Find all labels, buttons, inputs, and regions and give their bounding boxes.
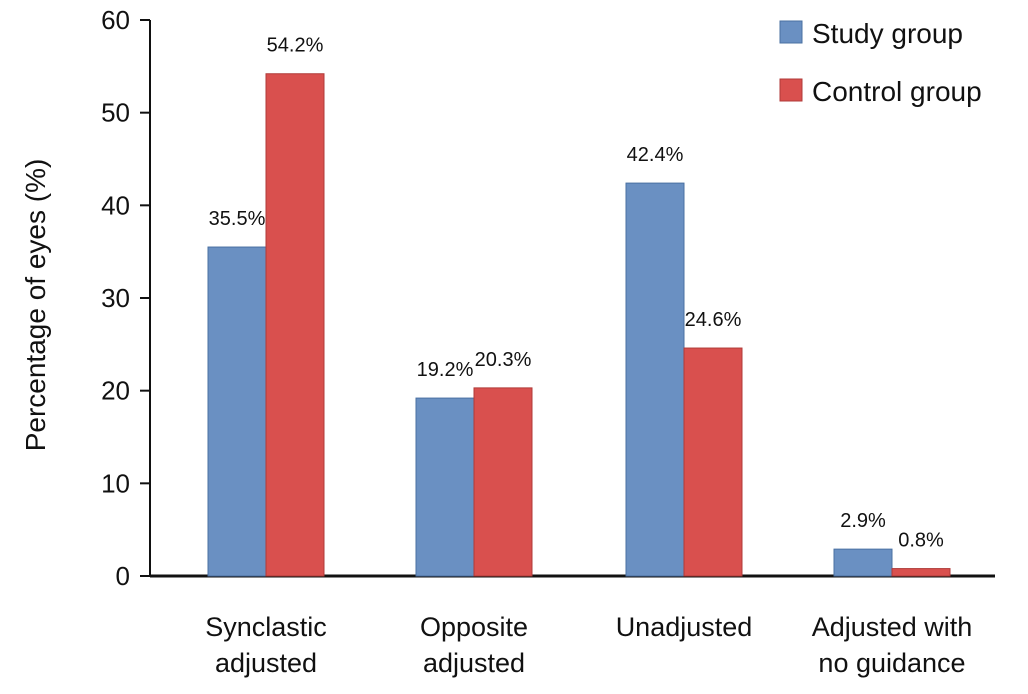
y-tick-label: 40 xyxy=(101,190,130,220)
legend: Study group Control group xyxy=(779,18,982,107)
y-tick-label: 20 xyxy=(101,376,130,406)
x-category-label-line: Adjusted with xyxy=(812,612,973,642)
bar-value-label: 19.2% xyxy=(417,359,474,381)
x-category-label: Unadjusted xyxy=(616,612,753,642)
bar-study-3 xyxy=(833,548,893,577)
y-tick-label: 60 xyxy=(101,5,130,35)
bars xyxy=(207,73,951,577)
labels: 35.5% 19.2% 42.4% 2.9% 54.2% 20.3% 24.6% 0.8% Sy… xyxy=(205,35,972,678)
bar-value-label: 42.4% xyxy=(627,144,684,166)
bar-control-2 xyxy=(683,347,743,577)
bar-control-0 xyxy=(265,73,325,577)
x-category-label: Opposite adjusted xyxy=(420,612,528,678)
x-category-label-line: Opposite xyxy=(420,612,528,642)
x-category-label-line: Unadjusted xyxy=(616,612,753,642)
x-category-label: Adjusted with no guidance xyxy=(812,612,973,678)
legend-swatch xyxy=(779,78,803,102)
bar-value-label: 24.6% xyxy=(685,309,742,331)
bar-value-label: 0.8% xyxy=(898,530,944,552)
bar-study-0 xyxy=(207,246,267,577)
y-axis-title: Percentage of eyes (%) xyxy=(20,159,51,452)
x-category-label: Synclastic adjusted xyxy=(205,612,327,678)
legend-label: Control group xyxy=(812,76,982,107)
bar-value-label: 54.2% xyxy=(267,35,324,57)
legend-label: Study group xyxy=(812,18,963,49)
bar-value-label: 35.5% xyxy=(209,208,266,230)
bar-control-1 xyxy=(473,387,533,577)
x-category-label-line: Synclastic xyxy=(205,612,327,642)
x-category-label-line: adjusted xyxy=(423,648,525,678)
bar-study-1 xyxy=(415,397,475,577)
bar-control-3 xyxy=(891,568,951,577)
legend-swatch xyxy=(779,20,803,44)
bar-study-2 xyxy=(625,182,685,577)
x-category-label-line: adjusted xyxy=(215,648,317,678)
y-tick-label: 50 xyxy=(101,98,130,128)
y-tick-label: 10 xyxy=(101,468,130,498)
bar-value-label: 20.3% xyxy=(475,349,532,371)
x-category-label-line: no guidance xyxy=(818,648,965,678)
y-tick-label: 30 xyxy=(101,283,130,313)
bar-value-label: 2.9% xyxy=(840,510,886,532)
y-tick-label: 0 xyxy=(116,561,130,591)
